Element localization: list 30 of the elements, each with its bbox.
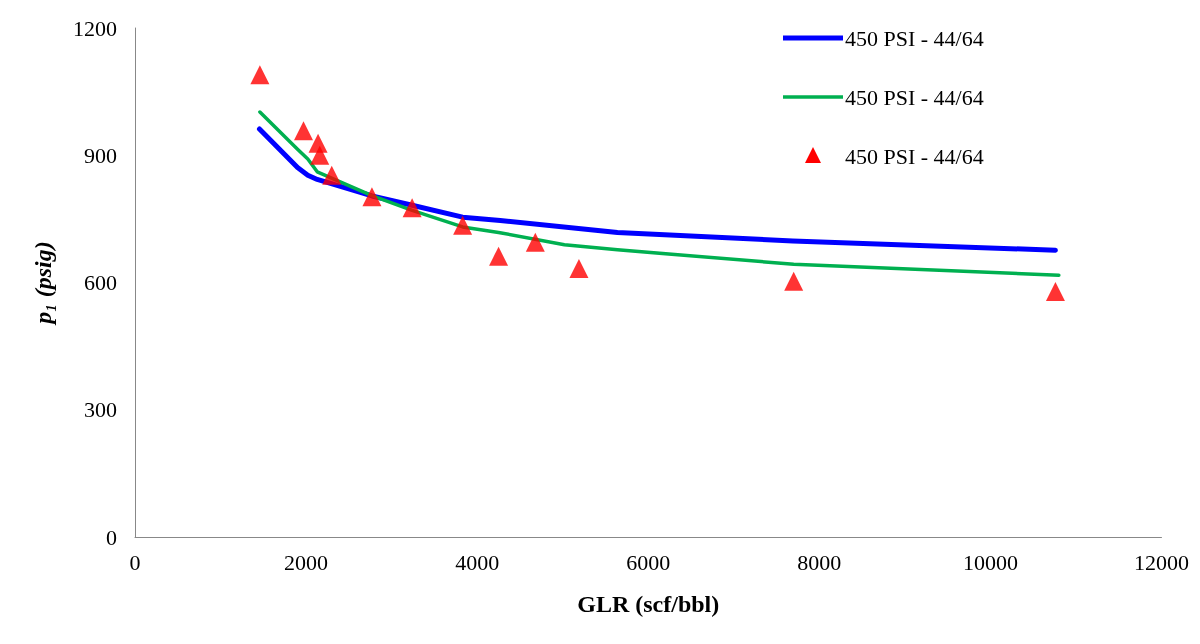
x-tick-label: 8000 [797,549,842,575]
y-tick-label: 0 [106,524,117,550]
point [362,187,382,207]
point [310,145,330,165]
point [1045,281,1065,301]
x-tick-label: 2000 [284,549,329,575]
x-tick-label: 6000 [626,549,671,575]
x-tick-label: 0 [129,549,141,575]
line-series [258,110,1061,278]
point [569,259,589,278]
point [322,165,342,185]
x-tick-label: 10000 [962,549,1018,575]
legend-label: 450 PSI - 44/64 [845,143,984,169]
point [489,246,509,266]
legend-label: 450 PSI - 44/64 [845,84,984,110]
y-tick-label: 900 [84,142,117,168]
point [402,198,422,218]
y-tick-label: 300 [84,397,117,423]
point [525,232,545,252]
x-axis-title: GLR (scf/bbl) [577,591,720,617]
x-tick-label: 4000 [455,549,500,575]
legend-label: 450 PSI - 44/64 [845,25,984,51]
y-axis-title: p₁ (psig) [30,241,56,326]
point [453,215,473,235]
point [294,121,314,141]
x-tick-label: 12000 [1134,549,1189,575]
y-tick-label: 600 [84,270,117,295]
point [784,271,804,291]
point [250,65,270,85]
y-tick-label: 1200 [73,15,117,41]
